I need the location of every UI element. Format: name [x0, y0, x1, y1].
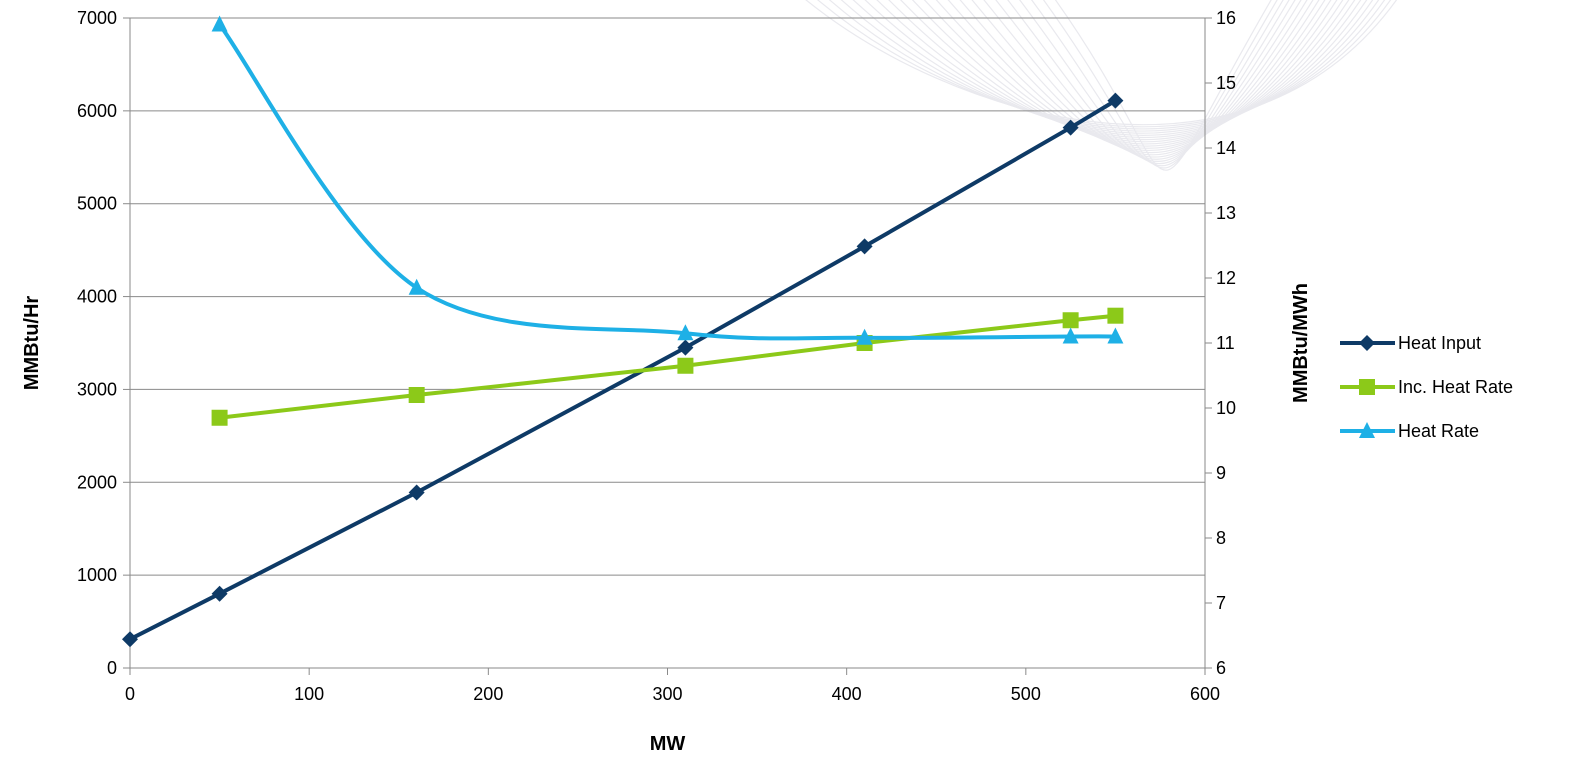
series-triangle	[211, 15, 1124, 345]
y-left-axis-title: MMBtu/Hr	[21, 296, 43, 391]
wave-line	[864, 0, 1368, 136]
y-right-tick-label: 7	[1216, 593, 1226, 613]
y-left-tick-label: 7000	[77, 8, 117, 28]
data-point	[677, 357, 694, 374]
series-square	[211, 307, 1124, 426]
series-group	[122, 15, 1124, 648]
legend-item: Heat Rate	[1340, 421, 1479, 441]
data-point	[856, 328, 873, 345]
wave-line	[959, 0, 1320, 154]
y-right-axis-title: MMBtu/MWh	[1290, 283, 1312, 403]
x-tick-label: 400	[832, 684, 862, 704]
data-point	[1062, 327, 1079, 344]
legend-label: Inc. Heat Rate	[1398, 377, 1513, 397]
data-point	[1062, 119, 1079, 136]
wave-line	[900, 0, 1350, 143]
data-point	[677, 324, 694, 341]
y-right-tick-label: 12	[1216, 268, 1236, 288]
series-diamond	[122, 92, 1124, 648]
wave-line	[911, 0, 1344, 145]
x-axis-title: MW	[650, 733, 686, 755]
data-point	[1107, 92, 1124, 109]
legend-marker	[1359, 422, 1375, 438]
x-tick-label: 200	[473, 684, 503, 704]
data-point	[1107, 307, 1124, 324]
series-line	[217, 23, 1116, 341]
data-point	[408, 387, 425, 403]
y-right-tick-label: 11	[1216, 333, 1235, 353]
data-point	[408, 484, 425, 501]
data-point	[211, 15, 228, 32]
data-point	[1062, 312, 1079, 329]
legend: Heat Input Inc. Heat Rate Heat Rate	[1340, 333, 1513, 441]
data-point	[211, 409, 228, 426]
legend-label: Heat Rate	[1398, 421, 1479, 441]
legend-marker	[1359, 335, 1375, 351]
y-right-tick-label: 9	[1216, 463, 1226, 483]
wave-line	[1054, 0, 1272, 171]
wave-line	[852, 0, 1374, 134]
x-tick-label: 500	[1011, 684, 1041, 704]
data-point	[856, 238, 873, 255]
legend-item: Inc. Heat Rate	[1340, 377, 1513, 397]
y-right-tick-label: 15	[1216, 73, 1236, 93]
y-right-tick-label: 13	[1216, 203, 1236, 223]
legend-item: Heat Input	[1340, 333, 1481, 353]
y-right-tick-label: 8	[1216, 528, 1226, 548]
series-line	[129, 98, 1117, 641]
y-left-tick-label: 5000	[77, 194, 117, 214]
y-left-tick-label: 6000	[77, 101, 117, 121]
y-left-tick-label: 3000	[77, 379, 117, 399]
y-left-tick-label: 0	[107, 658, 117, 678]
data-point	[408, 278, 425, 295]
wave-line	[828, 0, 1386, 130]
wave-line	[971, 0, 1314, 156]
x-tick-label: 300	[652, 684, 682, 704]
wave-line	[923, 0, 1338, 147]
wave-line	[1007, 0, 1296, 162]
y-left-tick-label: 2000	[77, 472, 117, 492]
wave-line	[840, 0, 1380, 132]
y-right-tick-label: 16	[1216, 8, 1236, 28]
y-right-tick-label: 14	[1216, 138, 1236, 158]
y-right-tick-label: 10	[1216, 398, 1236, 418]
data-point	[677, 339, 694, 356]
x-tick-label: 600	[1190, 684, 1220, 704]
legend-marker	[1359, 379, 1375, 395]
legend-label: Heat Input	[1398, 333, 1481, 353]
x-axis-ticks: 0 100 200 300 400 500 600	[125, 668, 1220, 704]
y-left-tick-label: 4000	[77, 287, 117, 307]
y-left-axis-ticks: 0 1000 2000 3000 4000 5000 6000 7000	[77, 8, 130, 678]
y-right-axis-ticks: 6 7 8 9 10 11 12 13 14 15 16	[1205, 8, 1236, 678]
y-left-tick-label: 1000	[77, 565, 117, 585]
y-right-tick-label: 6	[1216, 658, 1226, 678]
x-tick-label: 0	[125, 684, 135, 704]
x-tick-label: 100	[294, 684, 324, 704]
data-point	[122, 631, 138, 648]
data-point	[211, 585, 228, 602]
data-point	[1107, 327, 1124, 344]
background-wave-decoration	[805, 0, 1397, 171]
wave-line	[805, 0, 1397, 126]
